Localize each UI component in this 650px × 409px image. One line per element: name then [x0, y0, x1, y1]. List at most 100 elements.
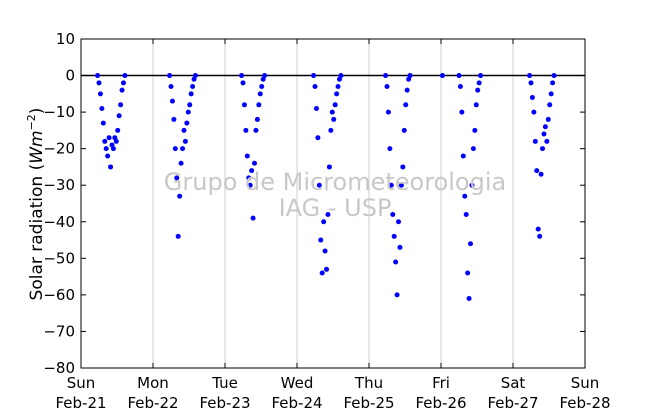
data-point [383, 73, 389, 79]
data-point [319, 270, 325, 276]
data-point [253, 127, 259, 133]
data-point [105, 153, 111, 159]
data-point [456, 73, 462, 79]
data-point [256, 102, 262, 108]
data-point [122, 73, 128, 79]
data-point [459, 109, 465, 115]
data-point [257, 91, 263, 97]
x-tick-label-date: Feb-27 [487, 394, 538, 409]
data-point [393, 259, 399, 265]
x-axis-ticks: Sun Feb-21 Mon Feb-22 Tue Feb-23 Wed Feb-24 Thu F… [55, 39, 611, 409]
data-point [240, 80, 246, 86]
data-point [168, 84, 174, 90]
x-tick-label-day: Wed [281, 374, 314, 392]
data-point [169, 98, 175, 104]
y-tick-label: −40 [43, 213, 75, 231]
x-tick-label-date: Feb-25 [343, 394, 394, 409]
y-tick-label: −30 [43, 176, 75, 194]
data-point [167, 73, 173, 79]
data-point [400, 164, 406, 170]
data-point [334, 91, 340, 97]
data-point [99, 105, 105, 111]
data-point [535, 226, 541, 232]
x-tick-label-date: Feb-23 [199, 394, 250, 409]
data-point [315, 135, 321, 141]
data-point [97, 91, 103, 97]
data-point [246, 175, 252, 181]
data-point [398, 182, 404, 188]
data-point [332, 102, 338, 108]
data-point [338, 73, 344, 79]
watermark-line1: Grupo de Micrometeorologia [164, 168, 506, 196]
x-tick-label-date: Feb-22 [127, 394, 178, 409]
data-point [540, 146, 546, 152]
data-point [110, 146, 116, 152]
data-point [119, 87, 125, 93]
data-point [184, 120, 190, 126]
data-point [243, 127, 249, 133]
data-point [175, 233, 181, 239]
data-point [538, 171, 544, 177]
data-point [529, 94, 535, 100]
data-point [547, 102, 553, 108]
data-point [250, 215, 256, 221]
x-tick-label-day: Mon [137, 374, 169, 392]
data-point [407, 73, 413, 79]
data-point [541, 131, 547, 137]
data-point [465, 270, 471, 276]
data-point [460, 153, 466, 159]
plot-frame [80, 38, 586, 369]
x-tick-label-date: Feb-26 [415, 394, 466, 409]
data-point [466, 296, 472, 302]
y-tick-label: 0 [65, 67, 75, 85]
data-point [550, 80, 556, 86]
data-point [462, 193, 468, 199]
data-point [537, 233, 543, 239]
data-point [254, 116, 260, 122]
data-points [95, 73, 557, 302]
data-point [313, 105, 319, 111]
data-point [385, 109, 391, 115]
data-point [252, 160, 258, 166]
data-point [473, 102, 479, 108]
data-point [322, 248, 328, 254]
data-point [397, 244, 403, 250]
data-point [249, 168, 255, 174]
data-point [534, 168, 540, 174]
data-point [96, 80, 102, 86]
data-point [318, 237, 324, 243]
data-point [463, 211, 469, 217]
y-tick-label: −70 [43, 322, 75, 340]
data-point [404, 87, 410, 93]
x-tick-label-date: Feb-28 [559, 394, 610, 409]
vertical-grid [152, 39, 514, 368]
data-point [528, 80, 534, 86]
data-point [182, 138, 188, 144]
x-tick-label-date: Feb-24 [271, 394, 322, 409]
data-point [113, 138, 119, 144]
data-point [311, 73, 317, 79]
data-point [325, 211, 331, 217]
data-point [187, 102, 193, 108]
data-point [384, 84, 390, 90]
data-point [329, 109, 335, 115]
watermark-line2: IAG - USP [279, 194, 392, 222]
data-point [548, 91, 554, 97]
data-point [457, 84, 463, 90]
data-point [321, 219, 327, 225]
data-point [388, 182, 394, 188]
data-point [542, 124, 548, 130]
y-tick-label: 10 [56, 30, 75, 48]
x-tick-label-day: Tue [211, 374, 238, 392]
data-point [172, 146, 178, 152]
data-point [259, 84, 265, 90]
data-point [328, 127, 334, 133]
data-point [551, 73, 557, 79]
data-point [401, 127, 407, 133]
data-point [118, 102, 124, 108]
data-point [102, 138, 108, 144]
x-tick-label-day: Sun [67, 374, 96, 392]
data-point [544, 138, 550, 144]
data-point [331, 116, 337, 122]
data-point [478, 73, 484, 79]
